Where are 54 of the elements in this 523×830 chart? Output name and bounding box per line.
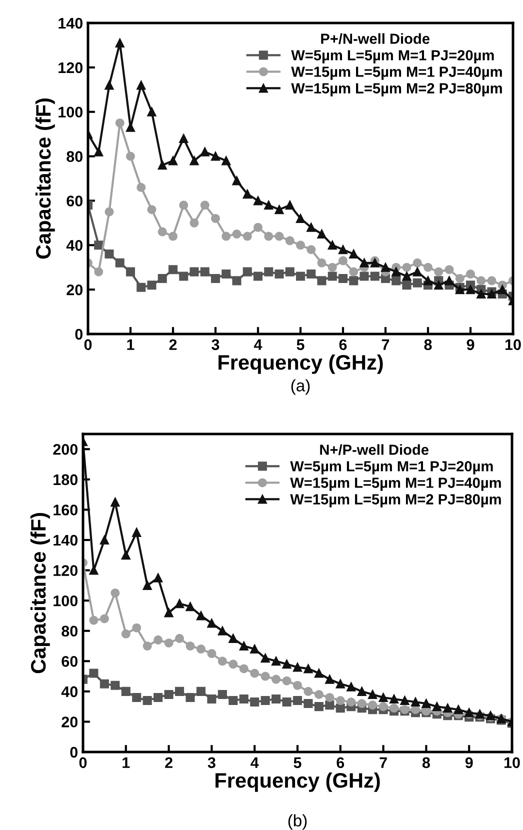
x-axis-title: Frequency (GHz)	[218, 354, 383, 374]
x-tick-label: 7	[382, 339, 390, 350]
y-axis-title: Capacitance (fF)	[35, 98, 55, 259]
legend-label: W=5µm L=5µm M=1 PJ=20µm	[291, 50, 494, 64]
y-tick-label: 20	[62, 716, 78, 728]
legend-title: P+/N-well Diode	[321, 33, 430, 44]
y-tick-label: 20	[66, 284, 83, 296]
legend-label: W=5µm L=5µm M=1 PJ=20µm	[290, 461, 493, 474]
y-tick-label: 100	[54, 595, 78, 606]
y-tick-label: 140	[58, 18, 83, 29]
x-tick-label: 1	[127, 339, 134, 350]
y-axis-title: Capacitance (fF)	[30, 512, 50, 674]
y-tick-label: 60	[66, 196, 83, 206]
y-tick-label: 40	[66, 240, 83, 251]
legend-label: W=15µm L=5µm M=2 PJ=80µm	[291, 83, 502, 96]
y-tick-label: 80	[66, 151, 83, 162]
x-tick-label: 8	[422, 757, 430, 768]
x-tick-label: 2	[169, 339, 177, 350]
x-tick-label: 9	[465, 757, 473, 768]
x-tick-label: 7	[380, 757, 387, 768]
legend-label: W=15µm L=5µm M=1 PJ=40µm	[291, 66, 502, 80]
y-tick-label: 140	[54, 534, 78, 546]
y-tick-label: 80	[62, 626, 78, 637]
x-tick-label: 3	[212, 339, 220, 350]
x-tick-label: 2	[165, 757, 172, 768]
x-tick-label: 6	[336, 757, 344, 768]
text: (b)	[288, 814, 307, 830]
y-tick-label: 180	[54, 474, 78, 486]
x-tick-label: 10	[504, 757, 520, 768]
y-tick-label: 100	[58, 106, 83, 118]
x-tick-label: 4	[250, 757, 259, 768]
x-tick-label: 0	[84, 339, 92, 350]
y-tick-label: 160	[54, 504, 78, 516]
x-axis-title: Frequency (GHz)	[216, 772, 380, 792]
legend-label: W=15µm L=5µm M=2 PJ=80µm	[290, 494, 501, 508]
x-tick-label: 10	[505, 339, 521, 350]
y-tick-label: 120	[54, 565, 78, 576]
x-tick-label: 6	[339, 339, 347, 350]
x-tick-label: 9	[466, 339, 474, 350]
legend-label: W=15µm L=5µm M=1 PJ=40µm	[290, 478, 501, 491]
x-tick-label: 5	[294, 757, 302, 768]
text: (a)	[291, 379, 310, 395]
x-tick-label: 8	[424, 339, 432, 350]
y-tick-label: 120	[58, 62, 83, 74]
x-tick-label: 1	[122, 757, 130, 768]
y-tick-label: 60	[62, 656, 78, 667]
x-tick-label: 5	[296, 339, 304, 350]
y-tick-label: 40	[61, 686, 78, 698]
x-tick-label: 3	[208, 757, 216, 768]
x-tick-label: 4	[254, 339, 262, 350]
y-tick-label: 0	[75, 328, 83, 340]
legend-title: N+/P-well Diode	[320, 444, 428, 456]
y-tick-label: 200	[53, 444, 78, 455]
y-tick-label: 0	[70, 746, 78, 758]
